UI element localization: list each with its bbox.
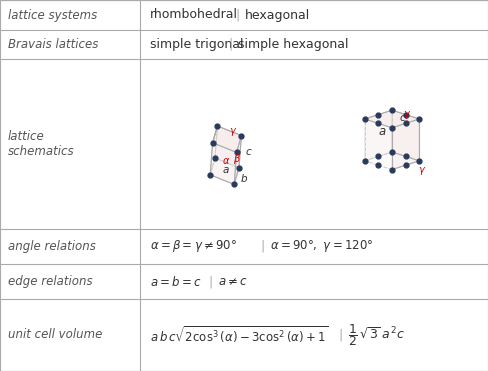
Text: $a \neq c$: $a \neq c$ (218, 275, 248, 288)
Polygon shape (365, 110, 392, 161)
Text: Bravais lattices: Bravais lattices (8, 38, 99, 51)
Text: γ: γ (404, 109, 409, 119)
Text: α: α (223, 156, 229, 166)
Text: $\alpha = \beta = \gamma \neq 90°$: $\alpha = \beta = \gamma \neq 90°$ (150, 239, 237, 255)
Polygon shape (234, 135, 242, 184)
Text: a: a (378, 125, 386, 138)
Text: b: b (240, 174, 247, 184)
Text: a: a (223, 165, 229, 175)
Text: |: | (235, 9, 239, 22)
Text: lattice
schematics: lattice schematics (8, 130, 75, 158)
Text: γ: γ (229, 126, 235, 135)
Text: $\dfrac{1}{2}\,\sqrt{3}\;a^2 c$: $\dfrac{1}{2}\,\sqrt{3}\;a^2 c$ (348, 322, 405, 348)
Text: |: | (208, 275, 212, 288)
Polygon shape (210, 158, 239, 184)
Text: $\alpha = 90°,\ \gamma = 120°$: $\alpha = 90°,\ \gamma = 120°$ (270, 239, 373, 255)
Polygon shape (365, 152, 419, 170)
Polygon shape (392, 119, 419, 170)
Text: lattice systems: lattice systems (8, 9, 97, 22)
Text: hexagonal: hexagonal (245, 9, 310, 22)
Text: $a = b = c$: $a = b = c$ (150, 275, 202, 289)
Text: unit cell volume: unit cell volume (8, 328, 102, 341)
Text: c: c (245, 147, 251, 157)
Text: |: | (228, 38, 232, 51)
Polygon shape (392, 110, 419, 161)
Text: rhombohedral: rhombohedral (150, 9, 238, 22)
Text: β: β (233, 154, 239, 164)
Text: simple trigonal: simple trigonal (150, 38, 244, 51)
Text: c: c (399, 113, 405, 123)
Polygon shape (213, 126, 242, 152)
Text: |: | (338, 328, 342, 341)
Text: simple hexagonal: simple hexagonal (238, 38, 348, 51)
Polygon shape (210, 126, 217, 175)
Polygon shape (365, 110, 419, 128)
Text: γ: γ (418, 165, 424, 175)
Text: $a\,b\,c\sqrt{2\cos^3(\alpha)-3\cos^2(\alpha)+1}$: $a\,b\,c\sqrt{2\cos^3(\alpha)-3\cos^2(\a… (150, 324, 328, 345)
Text: edge relations: edge relations (8, 275, 93, 288)
Polygon shape (215, 126, 242, 168)
Text: |: | (260, 240, 264, 253)
Polygon shape (210, 143, 237, 184)
Text: angle relations: angle relations (8, 240, 96, 253)
